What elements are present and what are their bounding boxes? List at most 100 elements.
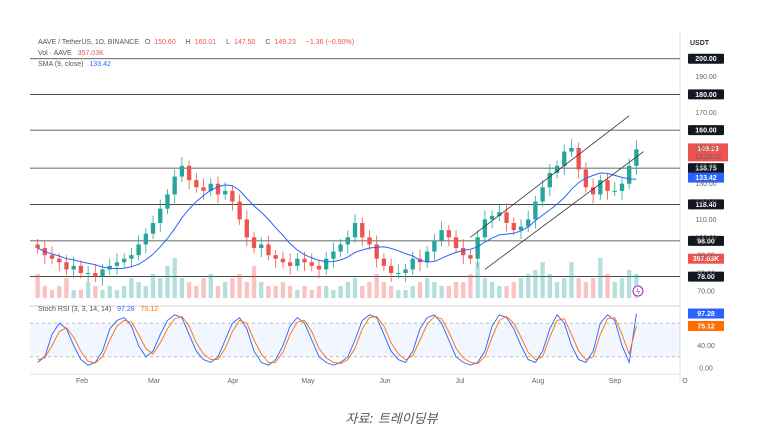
candle-body <box>497 212 502 216</box>
candle-body <box>562 151 567 166</box>
symbol-label: AAVE / TetherUS, 1D, BINANCE <box>38 39 139 46</box>
stoch-d-value: 75.12 <box>140 306 159 313</box>
volume-bar <box>35 274 40 298</box>
volume-bar <box>504 286 509 298</box>
volume-bar <box>511 282 516 298</box>
candle-body <box>461 248 466 256</box>
ohlc-l: L 147.50 <box>226 39 256 46</box>
price-tick-label: 100.00 <box>695 235 717 242</box>
level-tag-label: 180.00 <box>695 92 717 99</box>
volume-bar <box>432 282 437 298</box>
sma-tag <box>688 172 724 183</box>
level-tag-label: 138.75 <box>695 166 717 173</box>
volume-bar <box>605 274 610 298</box>
volume-legend[interactable]: Vol · AAVE 357.03K <box>38 50 108 57</box>
candle-body <box>403 269 408 273</box>
time-tick-label: May <box>301 378 315 385</box>
candle-body <box>273 255 278 259</box>
stoch-rsi-pane: 40.00 0.00 97.28 75.12 <box>30 305 724 373</box>
price-tick-label: 150.00 <box>695 146 717 153</box>
volume-bar <box>374 274 379 298</box>
candle-body <box>244 219 249 238</box>
price-axis[interactable]: 190.00 170.00 150.00 140.00 130.00 120.00 110.… <box>695 74 717 295</box>
volume-bar <box>562 278 567 298</box>
candle-body <box>85 273 91 274</box>
volume-bar <box>49 290 55 298</box>
time-tick-label: Aug <box>532 378 545 385</box>
price-tick-label: 130.00 <box>695 181 717 188</box>
volume-bar <box>302 286 307 298</box>
volume-bar <box>352 278 358 298</box>
volume-bar <box>468 274 473 298</box>
candle-body <box>150 223 156 234</box>
volume-value: 357.03K <box>77 50 104 57</box>
sma-line <box>37 172 637 270</box>
volume-bar <box>439 286 444 298</box>
volume-bar <box>150 274 156 298</box>
price-tick-label: 90.00 <box>697 253 715 260</box>
volume-bar <box>331 290 336 298</box>
currency-label[interactable]: USDT <box>690 40 710 47</box>
current-price-tag <box>688 143 728 162</box>
level-tag-label: 118.40 <box>695 202 716 209</box>
volume-bar <box>403 290 408 298</box>
volume-bar <box>230 278 235 298</box>
time-tick-label: Jun <box>379 378 390 385</box>
volume-bar <box>280 282 286 298</box>
volume-bar <box>143 286 148 298</box>
volume-bar <box>540 262 545 298</box>
volume-bar <box>388 286 394 298</box>
level-tag <box>688 271 724 282</box>
level-tag-label: 200.00 <box>695 56 717 63</box>
volume-bar <box>316 286 322 298</box>
volume-bar <box>136 282 141 298</box>
sma-legend[interactable]: SMA (9, close) 133.42 <box>38 61 115 68</box>
price-tick-label: 70.00 <box>697 288 715 295</box>
candle-body <box>237 201 242 220</box>
volume-bar <box>410 286 415 298</box>
volume-bar <box>71 290 76 298</box>
candle-body <box>295 258 300 266</box>
volume-bar <box>446 286 451 298</box>
stoch-tick-label: 40.00 <box>697 343 715 350</box>
candle-body <box>93 273 98 277</box>
symbol-legend[interactable]: AAVE / TetherUS, 1D, BINANCE O 150.60 H 16… <box>38 39 358 46</box>
volume-bar <box>244 282 249 298</box>
time-tick-label: Jul <box>456 378 465 385</box>
volume-bar <box>627 270 632 298</box>
stoch-legend[interactable]: Stoch RSI (3, 3, 14, 14) 97.28 75.12 <box>38 306 162 313</box>
sma-value: 133.42 <box>89 61 111 68</box>
stoch-tick-label: 0.00 <box>699 366 713 373</box>
volume-bar <box>309 290 314 298</box>
lightning-icon[interactable]: ϟ <box>632 285 644 297</box>
candle-body <box>569 148 574 152</box>
candle-body <box>410 258 415 270</box>
volume-bar <box>114 290 120 298</box>
stoch-d-tag <box>688 320 724 331</box>
candle-body <box>504 212 509 223</box>
volume-bar <box>78 290 84 298</box>
time-tick-label: Sep <box>609 378 622 385</box>
candle-body <box>425 251 430 263</box>
candle-body <box>179 165 185 177</box>
candle-body <box>158 208 163 223</box>
candle-body <box>35 244 40 248</box>
candle-body <box>468 255 473 259</box>
candle-body <box>165 194 170 209</box>
candle-body <box>114 262 120 266</box>
candle-body <box>612 190 617 192</box>
candle-body <box>482 219 488 238</box>
time-tick-label: Apr <box>228 378 240 385</box>
candle-body <box>374 244 379 259</box>
stoch-d-tag-value: 75.12 <box>697 323 715 330</box>
candle-body <box>360 223 365 238</box>
candle-body <box>223 190 228 195</box>
candle-body <box>489 215 495 220</box>
volume-bar <box>57 286 62 298</box>
candle-body <box>439 230 444 241</box>
volume-bar <box>576 278 581 298</box>
time-axis[interactable]: Feb Mar Apr May Jun Jul Aug Sep O <box>30 373 688 385</box>
candle-body <box>605 180 610 191</box>
candle-body <box>49 255 55 259</box>
volume-bar <box>526 274 531 298</box>
